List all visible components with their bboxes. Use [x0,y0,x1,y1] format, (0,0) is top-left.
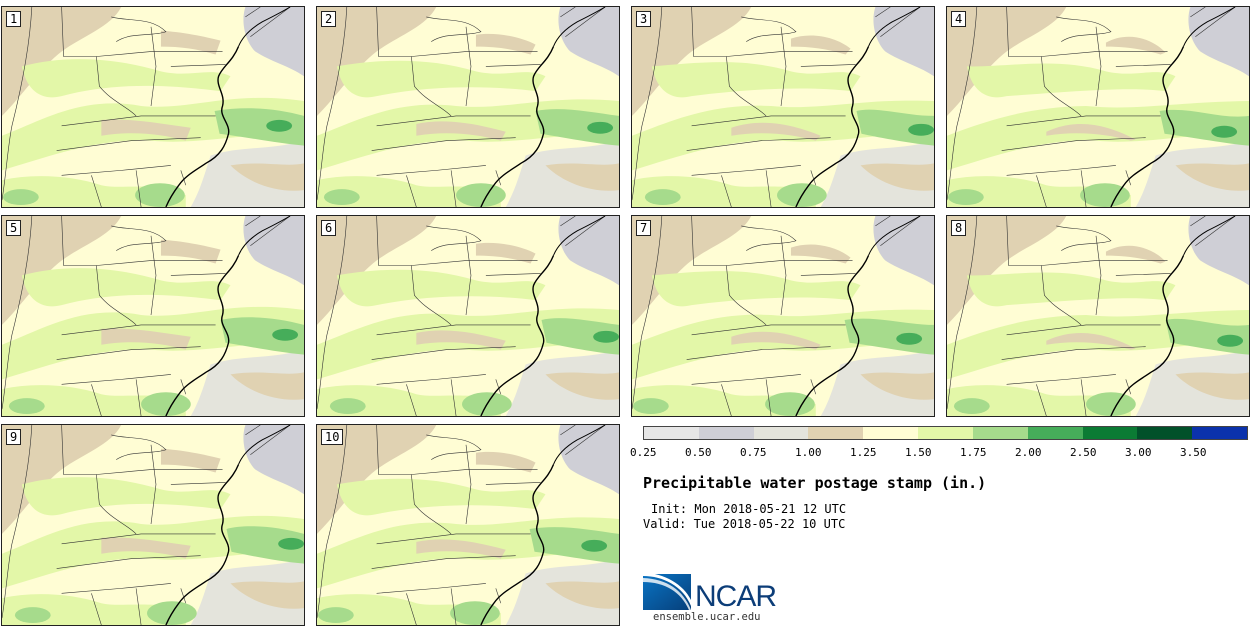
stamp-number: 1 [6,11,22,27]
stamp-number: 9 [6,429,22,445]
stamp-number: 6 [321,220,337,236]
logo-text: NCAR [695,580,776,613]
ncar-logo: NCAR [643,572,777,613]
postage-stamp-7: 7 [631,215,935,417]
postage-stamp-6: 6 [316,215,620,417]
colorbar-segment [698,427,754,439]
colorbar-tick-label: 0.50 [685,446,712,459]
logo-url: ensemble.ucar.edu [653,611,761,623]
colorbar-segment [808,427,864,439]
colorbar-segment [1027,427,1083,439]
stamp-number: 10 [321,429,344,445]
colorbar-tick-label: 3.00 [1125,446,1152,459]
postage-stamp-9: 9 [1,424,305,626]
colorbar-segment [1082,427,1138,439]
colorbar-tick-label: 2.50 [1070,446,1097,459]
stamp-number: 5 [6,220,22,236]
colorbar-tick-label: 1.00 [795,446,822,459]
colorbar-tick-label: 1.25 [850,446,877,459]
postage-stamp-1: 1 [1,6,305,208]
stamp-number: 4 [951,11,967,27]
logo-swoosh [643,572,691,606]
colorbar-segment [753,427,809,439]
init-time: Init: Mon 2018-05-21 12 UTC [651,502,847,516]
colorbar-tick-label: 1.75 [960,446,987,459]
colorbar-tick-label: 1.50 [905,446,932,459]
colorbar-segment [972,427,1028,439]
colorbar-tick-label: 3.50 [1180,446,1207,459]
stamp-number: 8 [951,220,967,236]
stamp-number: 3 [636,11,652,27]
figure-title: Precipitable water postage stamp (in.) [643,474,987,492]
colorbar-segment [863,427,919,439]
postage-stamp-5: 5 [1,215,305,417]
stamp-number: 7 [636,220,652,236]
valid-time: Valid: Tue 2018-05-22 10 UTC [643,517,846,531]
colorbar-tick-label: 0.75 [740,446,767,459]
colorbar-segment [918,427,973,439]
postage-stamp-3: 3 [631,6,935,208]
colorbar-segment [1192,427,1247,439]
postage-stamp-8: 8 [946,215,1250,417]
colorbar-segment [644,427,699,439]
postage-stamp-2: 2 [316,6,620,208]
precipitable-water-colorbar [643,426,1248,440]
colorbar-tick-labels: 0.25 0.50 0.75 1.00 1.25 1.50 1.75 2.00 2.50 3.00… [630,446,1210,460]
colorbar-tick-label: 0.25 [630,446,657,459]
stamp-number: 2 [321,11,337,27]
postage-stamp-10: 10 [316,424,620,626]
colorbar-tick-label: 2.00 [1015,446,1042,459]
colorbar-segment [1137,427,1193,439]
postage-stamp-4: 4 [946,6,1250,208]
